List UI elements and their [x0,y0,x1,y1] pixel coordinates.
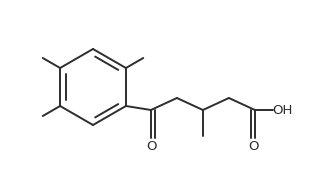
Text: O: O [147,141,157,154]
Text: OH: OH [273,103,293,116]
Text: O: O [249,141,259,154]
